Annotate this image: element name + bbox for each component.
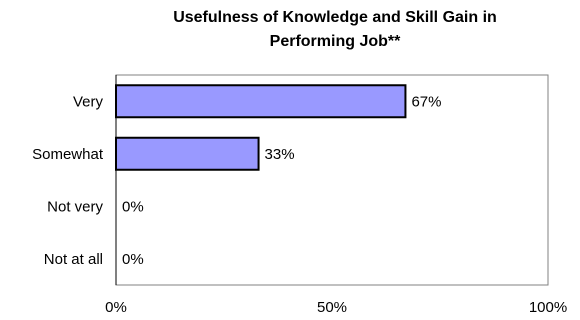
bar-very	[115, 84, 407, 119]
x-tick-label-50: 50%	[317, 299, 347, 316]
labels-layer: Very 67% Somewhat 33% Not very 0% Not at all 0%…	[32, 93, 567, 316]
category-label-very: Very	[73, 93, 104, 110]
bars-layer	[115, 84, 407, 171]
value-label-very: 67%	[411, 93, 441, 110]
value-label-not-very: 0%	[122, 198, 144, 215]
x-tick-label-100: 100%	[529, 299, 567, 316]
value-label-not-at-all: 0%	[122, 251, 144, 268]
category-label-somewhat: Somewhat	[32, 146, 104, 163]
bar-somewhat	[115, 136, 260, 171]
x-tick-label-0: 0%	[105, 299, 127, 316]
category-label-not-at-all: Not at all	[44, 251, 103, 268]
value-label-somewhat: 33%	[265, 146, 295, 163]
chart-title-line-1: Usefulness of Knowledge and Skill Gain i…	[173, 9, 497, 26]
category-label-not-very: Not very	[47, 198, 103, 215]
chart-title-line-2: Performing Job**	[269, 33, 401, 50]
